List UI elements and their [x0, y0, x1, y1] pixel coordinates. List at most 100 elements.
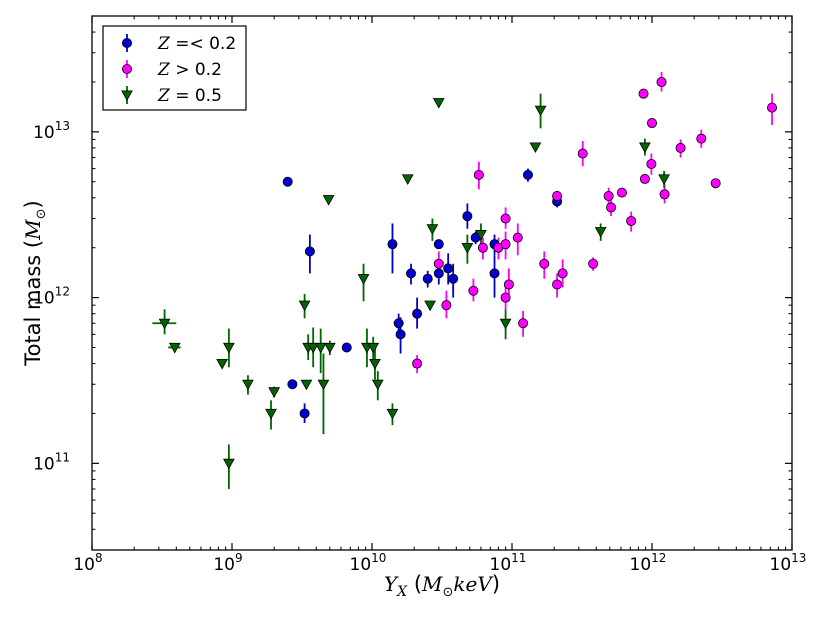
- x-tick-exponent: 10: [371, 551, 386, 565]
- x-tick-base: 10: [490, 555, 512, 575]
- data-point-low-z: [393, 318, 404, 329]
- data-markers: [158, 76, 778, 470]
- data-point-high-z: [646, 158, 657, 169]
- data-point-high-z: [433, 258, 444, 269]
- data-point-low-z: [433, 239, 444, 250]
- data-point-z-half: [401, 174, 414, 185]
- x-tick-base: 10: [630, 555, 652, 575]
- data-point-low-z: [287, 379, 298, 390]
- data-point-high-z: [500, 213, 511, 224]
- data-point-z-half: [475, 230, 487, 241]
- legend-label-low-z: Z =< 0.2: [157, 34, 236, 54]
- legend-marker-z-half: [121, 90, 133, 102]
- x-title-sub: X: [396, 584, 408, 600]
- data-point-low-z: [448, 273, 459, 284]
- y-title-unit-sub: ⊙: [34, 209, 49, 220]
- data-point-high-z: [441, 300, 452, 311]
- x-axis-tick-labels: 108 109 1010 1011 1012 1013: [73, 551, 806, 575]
- x-tick-base: 10: [350, 555, 372, 575]
- data-point-high-z: [473, 169, 484, 180]
- data-point-low-z: [462, 211, 473, 222]
- legend-marker-high-z: [122, 64, 133, 75]
- x-tick-base: 10: [213, 555, 235, 575]
- data-point-low-z: [395, 329, 406, 340]
- y-title-main: Total mass (: [21, 240, 45, 367]
- x-tick-exponent: 9: [235, 551, 243, 565]
- data-point-high-z: [512, 232, 523, 243]
- data-point-high-z: [638, 88, 649, 99]
- data-point-high-z: [659, 189, 670, 200]
- legend-label-high-z: Z > 0.2: [157, 60, 222, 80]
- axis-ticks: [91, 16, 793, 550]
- data-point-high-z: [675, 142, 686, 153]
- data-point-z-half: [223, 342, 235, 354]
- x-tick-base: 10: [73, 555, 95, 575]
- data-point-low-z: [443, 263, 454, 274]
- x-title-open: (: [407, 572, 422, 596]
- data-point-high-z: [503, 279, 514, 290]
- data-point-z-half: [242, 379, 254, 391]
- data-point-z-half: [499, 318, 512, 330]
- data-point-z-half: [357, 274, 370, 285]
- legend-label-rest: =< 0.2: [170, 34, 236, 54]
- data-point-z-half: [658, 174, 670, 185]
- data-point-z-half: [529, 142, 542, 154]
- legend: Z =< 0.2 Z > 0.2Z = 0.5: [102, 25, 247, 111]
- data-point-z-half: [432, 98, 445, 109]
- data-point-z-half: [323, 342, 336, 354]
- data-point-high-z: [606, 202, 617, 213]
- data-point-z-half: [386, 408, 399, 420]
- data-point-z-half: [168, 342, 181, 354]
- data-point-high-z: [626, 215, 637, 226]
- legend-label-rest: = 0.5: [170, 86, 222, 106]
- x-title-main: Y: [384, 572, 399, 596]
- plot-area-frame: [91, 15, 793, 551]
- x-tick-label: 1013: [770, 551, 807, 575]
- x-tick-exponent: 12: [651, 551, 666, 565]
- x-title-unit: M: [421, 572, 443, 596]
- data-point-high-z: [539, 258, 550, 269]
- data-point-low-z: [387, 239, 398, 250]
- data-point-z-half: [268, 387, 281, 398]
- data-point-low-z: [489, 268, 500, 279]
- y-title-unit: M: [21, 219, 45, 241]
- data-point-low-z: [433, 268, 444, 279]
- data-point-high-z: [656, 76, 667, 87]
- data-point-low-z: [299, 408, 310, 419]
- data-point-low-z: [304, 246, 315, 257]
- data-point-high-z: [518, 318, 529, 329]
- x-tick-exponent: 13: [791, 551, 806, 565]
- x-title-unit-rest: keV: [453, 572, 494, 596]
- x-tick-exponent: 8: [95, 551, 103, 565]
- y-tick-label: 1013: [33, 119, 70, 143]
- data-point-z-half: [223, 458, 235, 470]
- data-point-z-half: [534, 105, 547, 117]
- legend-label-var: Z: [157, 60, 171, 80]
- data-point-low-z: [282, 176, 293, 187]
- data-point-high-z: [577, 148, 588, 159]
- data-point-z-half: [314, 342, 327, 354]
- data-point-high-z: [500, 292, 511, 303]
- data-point-high-z: [710, 178, 721, 189]
- data-point-z-half: [461, 243, 474, 254]
- x-tick-label: 1012: [630, 551, 667, 575]
- x-axis-title: YX (M⊙keV): [384, 572, 500, 600]
- x-title-close: ): [492, 572, 500, 596]
- data-point-z-half: [426, 224, 439, 235]
- legend-label-rest: > 0.2: [170, 60, 222, 80]
- data-point-z-half: [216, 358, 228, 370]
- x-tick-label: 109: [213, 551, 242, 575]
- data-point-z-half: [307, 342, 320, 354]
- data-point-high-z: [603, 191, 614, 202]
- data-point-z-half: [424, 300, 436, 312]
- data-point-low-z: [412, 308, 423, 319]
- data-point-high-z: [552, 279, 563, 290]
- data-point-high-z: [477, 242, 488, 253]
- x-tick-label: 108: [73, 551, 102, 575]
- data-point-z-half: [317, 379, 330, 391]
- data-point-z-half: [298, 300, 311, 312]
- y-tick-exponent: 11: [55, 450, 70, 464]
- legend-marker-low-z: [122, 38, 133, 49]
- data-point-z-half: [371, 379, 384, 391]
